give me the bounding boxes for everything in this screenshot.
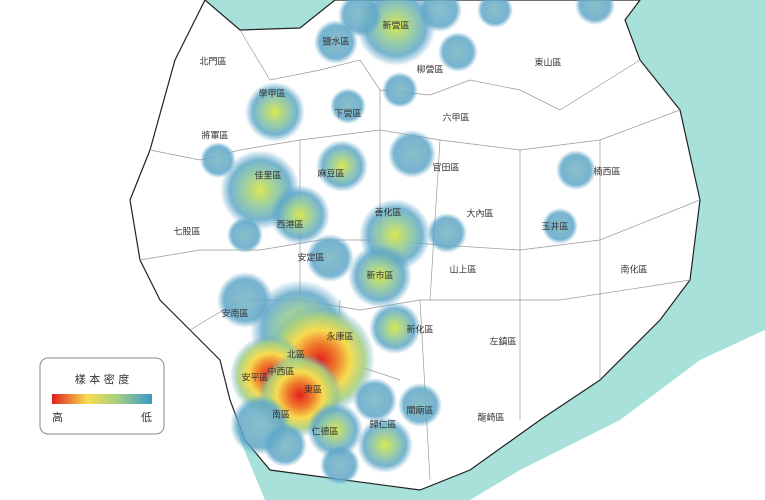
heat-blob <box>438 32 478 72</box>
heat-blob <box>418 0 462 32</box>
heat-layer <box>200 0 615 485</box>
heat-blob <box>348 244 412 308</box>
district-label: 北區 <box>287 350 305 361</box>
heat-blob <box>556 150 596 190</box>
heat-blob <box>388 130 436 178</box>
legend-ramp <box>52 394 152 404</box>
district-label: 佳里區 <box>254 170 281 182</box>
legend: 樣 本 密 度 高 低 <box>39 357 165 435</box>
heat-blob <box>307 402 363 458</box>
district-label: 南區 <box>272 409 290 421</box>
district-label: 歸仁區 <box>369 419 396 431</box>
district-label: 安南區 <box>221 308 248 320</box>
district-label: 學甲區 <box>258 88 285 100</box>
district-label: 新營區 <box>382 20 409 32</box>
heat-blob <box>542 208 578 244</box>
district-label: 柳營區 <box>416 64 443 76</box>
district-label: 新市區 <box>366 270 393 282</box>
district-label: 左鎮區 <box>489 336 516 348</box>
district-label: 永康區 <box>326 331 353 343</box>
heat-blob <box>330 88 366 124</box>
heat-blob <box>316 140 368 192</box>
heat-blob <box>382 72 418 108</box>
district-label: 善化區 <box>374 207 401 219</box>
district-label: 東區 <box>304 384 322 396</box>
heat-blob <box>320 445 360 485</box>
district-label: 將軍區 <box>201 130 228 142</box>
heat-blob <box>427 213 467 253</box>
legend-low: 低 <box>141 411 152 424</box>
district-label: 山上區 <box>449 265 476 276</box>
heat-blob <box>477 0 513 28</box>
district-label: 南化區 <box>620 264 647 276</box>
district-label: 關廟區 <box>406 405 433 417</box>
heat-blob <box>270 185 330 245</box>
heat-blob <box>369 302 421 354</box>
district-label: 東山區 <box>534 57 561 69</box>
district-label: 中西區 <box>267 366 294 378</box>
heat-blob <box>338 0 382 37</box>
legend-title: 樣 本 密 度 <box>75 372 130 386</box>
heat-blob <box>398 383 442 427</box>
district-label: 新化區 <box>406 324 433 336</box>
district-label: 北門區 <box>199 57 226 68</box>
legend-high: 高 <box>52 410 63 424</box>
district-label: 麻豆區 <box>317 168 344 180</box>
heat-blob <box>575 0 615 25</box>
district-label: 六甲區 <box>442 112 469 124</box>
district-label: 玉井區 <box>541 221 568 233</box>
district-label: 官田區 <box>432 162 459 174</box>
district-label: 下營區 <box>334 108 361 120</box>
heat-blob <box>306 234 354 282</box>
heat-blob <box>227 217 263 253</box>
heat-blob <box>263 423 307 467</box>
district-label: 大內區 <box>466 208 493 220</box>
district-label: 西港區 <box>276 219 303 231</box>
heat-blob <box>353 378 397 422</box>
district-label: 安平區 <box>241 372 268 384</box>
district-label: 龍崎區 <box>477 412 504 424</box>
district-label: 鹽水區 <box>322 36 349 48</box>
district-label: 安定區 <box>297 252 324 264</box>
heat-blob <box>245 82 305 142</box>
district-label: 仁德區 <box>311 426 338 438</box>
district-label: 楠西區 <box>593 166 620 178</box>
heat-blob <box>357 417 413 473</box>
district-label: 七股區 <box>173 227 200 238</box>
